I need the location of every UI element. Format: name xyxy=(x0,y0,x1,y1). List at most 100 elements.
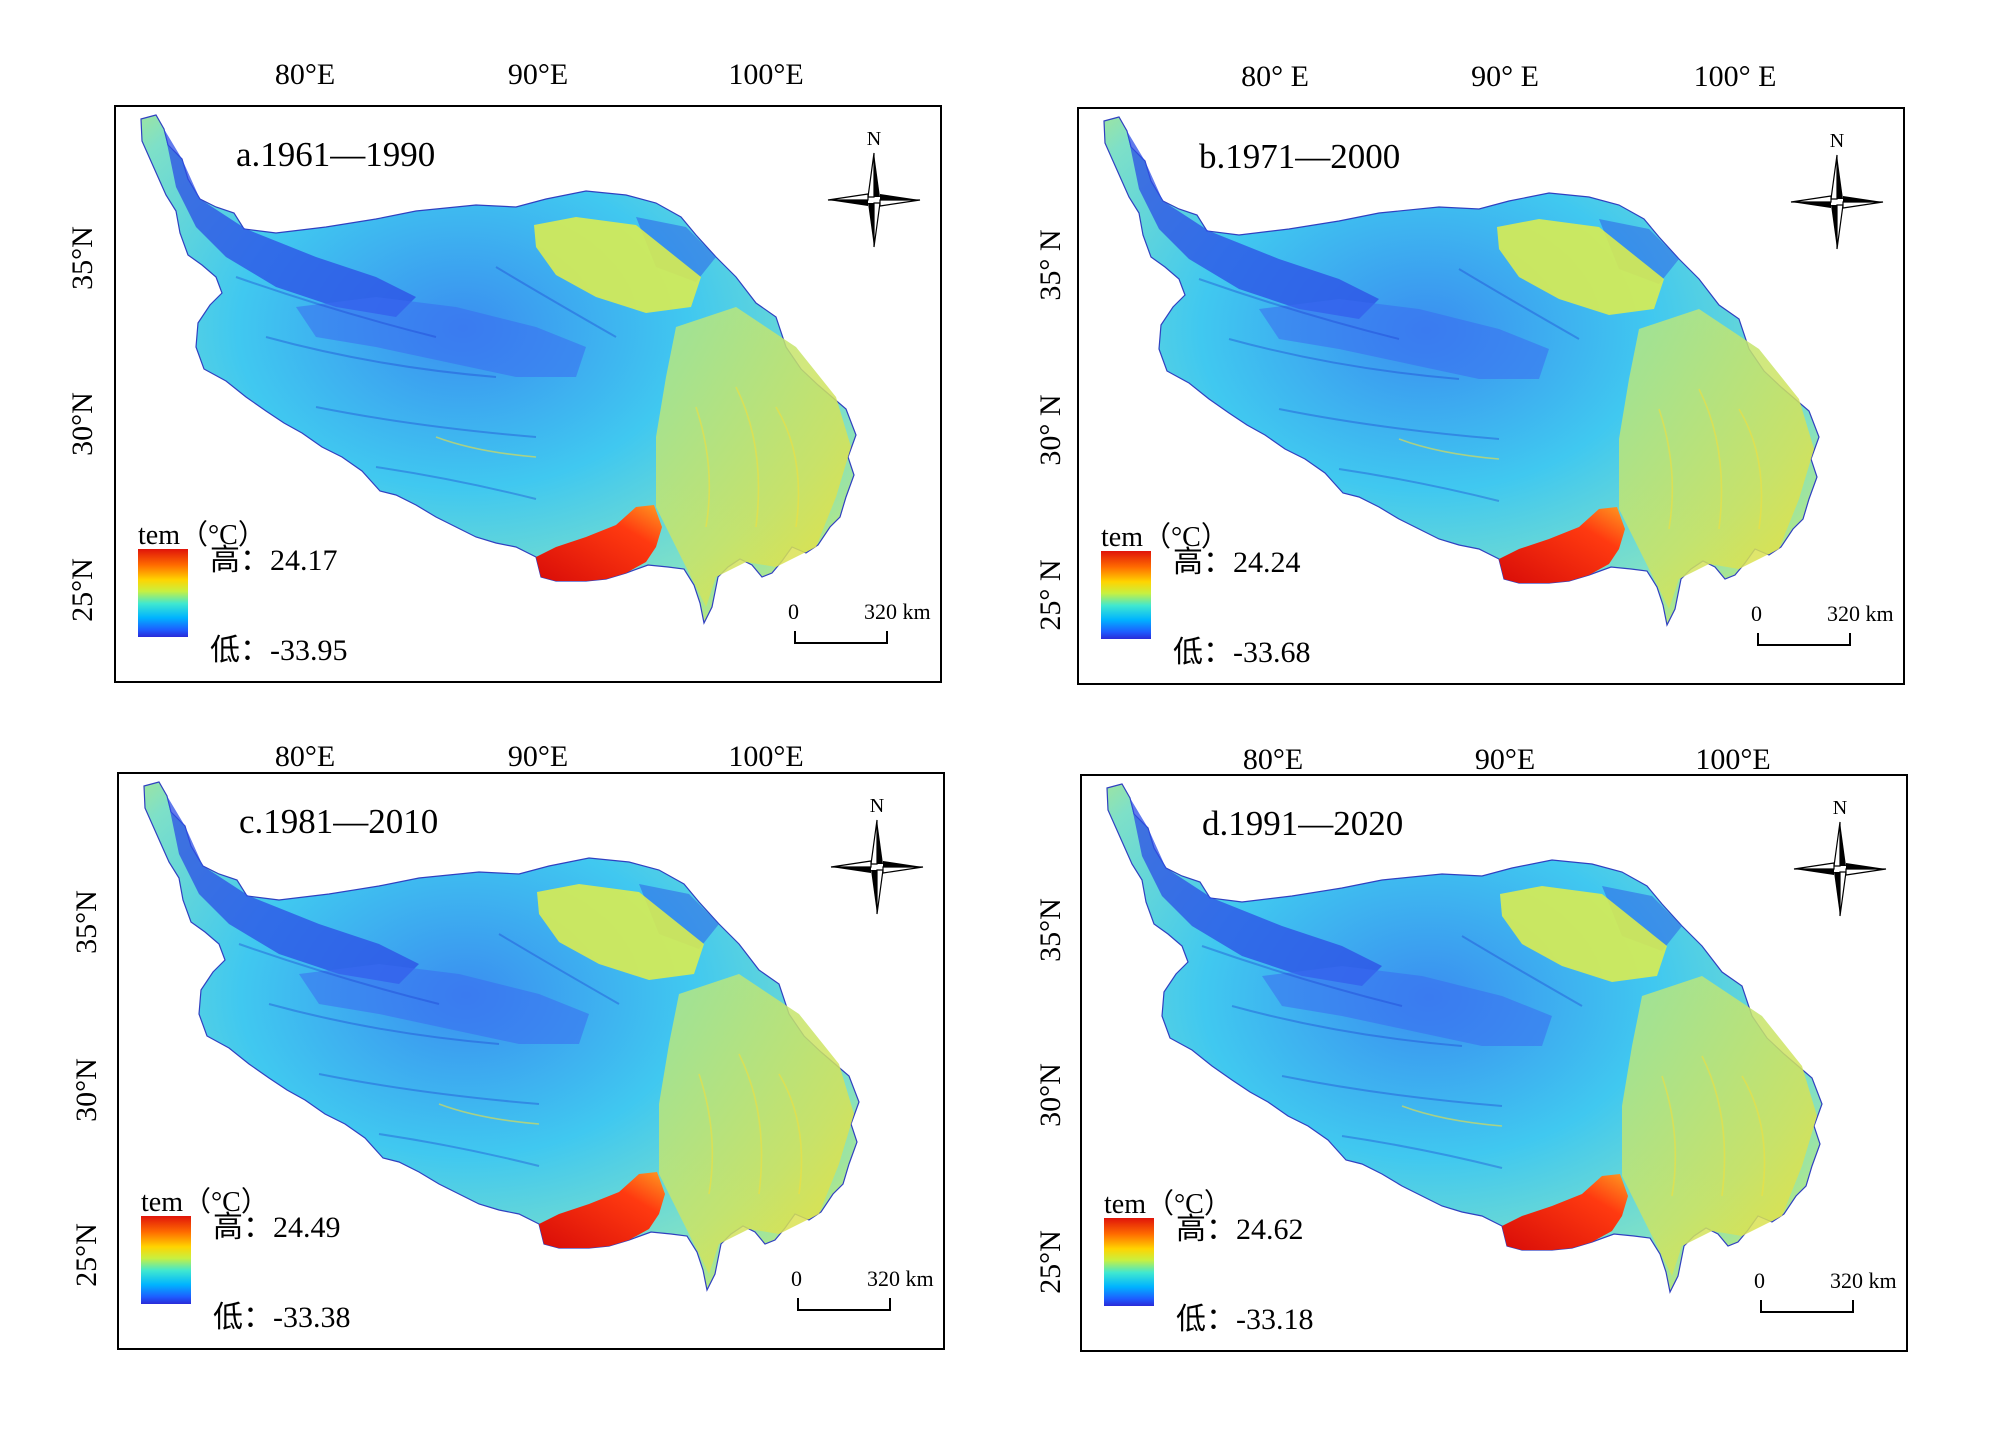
terrain-texture xyxy=(1198,268,1580,502)
lon-label-90: 90° E xyxy=(1471,60,1539,93)
qaidam-basin xyxy=(1500,886,1667,982)
lon-label-90: 90°E xyxy=(507,740,569,773)
north-arrow-north-point xyxy=(1837,155,1843,199)
lat-label-35: 35°N xyxy=(66,226,99,290)
north-arrow-east-point xyxy=(883,861,923,867)
panel-title: d.1991—2020 xyxy=(1202,804,1404,843)
legend-title: tem（°C） xyxy=(141,1187,269,1218)
north-label: N xyxy=(1830,130,1844,152)
north-arrow-west-point xyxy=(828,200,868,206)
north-arrow-north-point xyxy=(874,153,880,197)
cold-zone-central xyxy=(1262,966,1552,1046)
terrain-texture xyxy=(238,933,620,1167)
lat-label-35: 35°N xyxy=(1034,898,1067,962)
lat-label-25: 25°N xyxy=(66,558,99,622)
valley-texture xyxy=(435,386,800,528)
north-arrow-north-point xyxy=(1840,822,1846,866)
lat-label-30: 30°N xyxy=(70,1058,103,1122)
valley-texture xyxy=(1401,1055,1766,1197)
lat-label-35: 35°N xyxy=(70,890,103,954)
terrain-texture xyxy=(235,266,617,500)
panel-title: b.1971—2000 xyxy=(1199,137,1401,176)
lat-label-35: 35° N xyxy=(1034,229,1067,301)
cold-zone-central xyxy=(296,297,586,377)
legend-color-ramp xyxy=(141,1216,191,1304)
lon-label-90: 90°E xyxy=(1474,743,1536,776)
north-arrow: N xyxy=(827,794,927,923)
panel-title: a.1961—1990 xyxy=(236,135,436,174)
southeast-valleys xyxy=(659,974,854,1274)
hot-lowland xyxy=(1499,507,1625,583)
north-arrow-east-point xyxy=(880,194,920,200)
scale-zero: 0 xyxy=(1751,601,1762,626)
southeast-valleys xyxy=(656,307,851,607)
map-frame: b.1971—2000 N tem（°C） 高：24.24 低：-33.68 0… xyxy=(1077,107,1905,685)
legend-title: tem（°C） xyxy=(1101,522,1229,553)
hot-lowland xyxy=(536,505,662,581)
scale-zero: 0 xyxy=(791,1266,802,1291)
lon-label-80: 80°E xyxy=(1242,743,1304,776)
map-frame: a.1961—1990 N tem（°C） 高：24.17 低：-33.95 0… xyxy=(114,105,942,683)
scale-distance: 320 km xyxy=(864,599,931,624)
map-frame: c.1981—2010 N tem（°C） 高：24.49 低：-33.38 0… xyxy=(117,772,945,1350)
north-arrow-east-point xyxy=(1846,863,1886,869)
north-label: N xyxy=(1833,797,1847,819)
lat-label-30: 30°N xyxy=(66,392,99,456)
temperature-map xyxy=(140,114,857,625)
scale-line xyxy=(794,631,888,644)
legend-low: 低：-33.18 xyxy=(1176,1303,1314,1336)
valley-texture xyxy=(1398,388,1763,530)
southeast-valleys xyxy=(1622,976,1817,1276)
qaidam-basin xyxy=(1497,219,1664,315)
cold-zone-west xyxy=(1127,131,1379,319)
north-arrow-south-point xyxy=(868,203,874,247)
hot-lowland xyxy=(539,1172,665,1248)
hot-lowland xyxy=(1502,1174,1628,1250)
map-frame: d.1991—2020 N tem（°C） 高：24.62 低：-33.18 0… xyxy=(1080,774,1908,1352)
cold-zone-west xyxy=(1130,798,1382,986)
legend-high: 高：24.62 xyxy=(1176,1213,1304,1246)
lat-label-25: 25°N xyxy=(70,1223,103,1287)
valley-texture xyxy=(438,1053,803,1195)
qaidam-basin xyxy=(537,884,704,980)
legend-low: 低：-33.68 xyxy=(1173,636,1311,669)
lon-label-100: 100°E xyxy=(728,58,804,91)
cold-zone-west xyxy=(164,129,416,317)
lon-label-80: 80°E xyxy=(274,740,336,773)
legend-title: tem（°C） xyxy=(138,520,266,551)
scale-line xyxy=(797,1298,891,1311)
scale-line xyxy=(1757,633,1851,646)
north-arrow-west-point xyxy=(831,867,871,873)
north-arrow-south-point xyxy=(1831,205,1837,249)
lat-label-30: 30°N xyxy=(1034,1063,1067,1127)
north-arrow-south-point xyxy=(1834,872,1840,916)
temperature-map xyxy=(143,781,860,1292)
scale-line xyxy=(1760,1300,1854,1313)
scale-distance: 320 km xyxy=(1827,601,1894,626)
temperature-map xyxy=(1103,116,1820,627)
lat-label-25: 25°N xyxy=(1034,1230,1067,1294)
scale-distance: 320 km xyxy=(867,1266,934,1291)
cold-zone-central xyxy=(1259,299,1549,379)
north-arrow-west-point xyxy=(1794,869,1834,875)
north-arrow-west-point xyxy=(1791,202,1831,208)
legend-color-ramp xyxy=(1104,1218,1154,1306)
legend-high: 高：24.17 xyxy=(210,544,338,577)
legend-high: 高：24.24 xyxy=(1173,546,1301,579)
temperature-map xyxy=(1106,783,1823,1294)
lon-label-100: 100°E xyxy=(728,740,804,773)
lon-label-100: 100° E xyxy=(1693,60,1777,93)
north-arrow-north-point xyxy=(877,820,883,864)
legend-title: tem（°C） xyxy=(1104,1189,1232,1220)
north-arrow: N xyxy=(1790,796,1890,925)
cold-zone-west xyxy=(167,796,419,984)
legend-color-ramp xyxy=(138,549,188,637)
southeast-valleys xyxy=(1619,309,1814,609)
lat-label-30: 30° N xyxy=(1034,394,1067,466)
scale-zero: 0 xyxy=(788,599,799,624)
lon-label-90: 90°E xyxy=(507,58,569,91)
north-arrow: N xyxy=(1787,129,1887,258)
legend-low: 低：-33.38 xyxy=(213,1301,351,1334)
north-label: N xyxy=(870,795,884,817)
cold-zone-central xyxy=(299,964,589,1044)
